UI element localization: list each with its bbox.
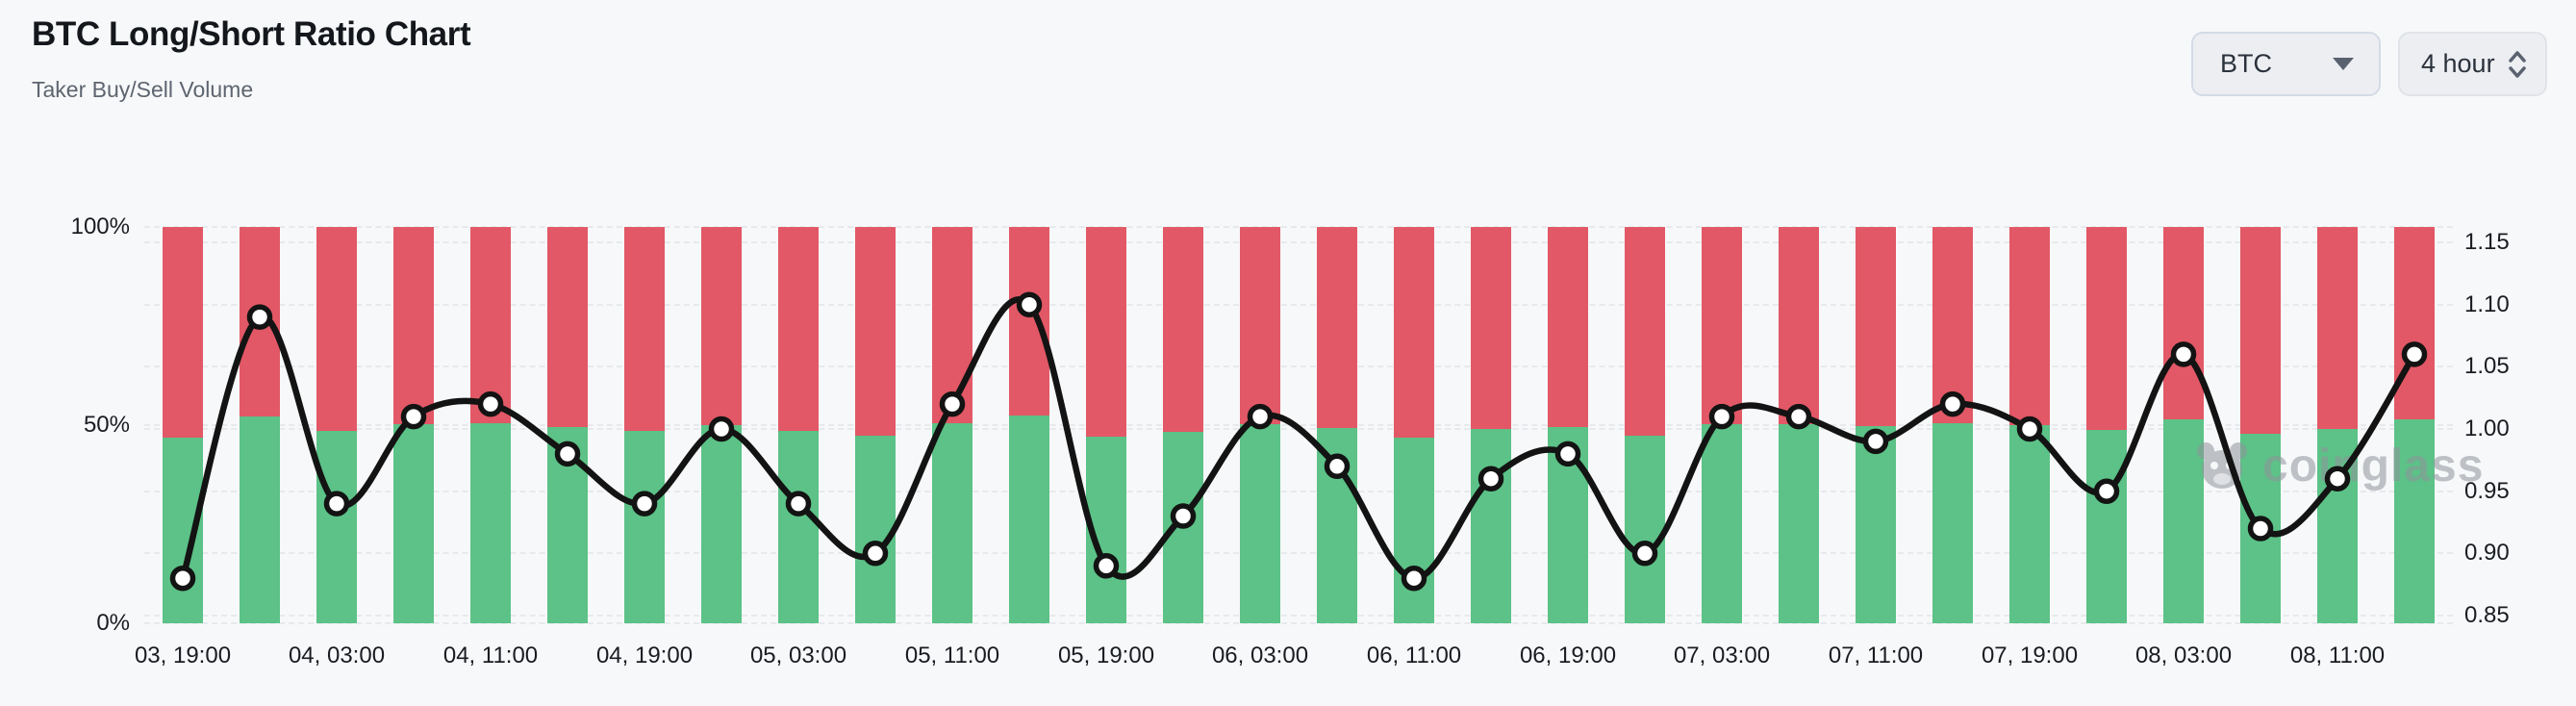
up-down-chevrons-icon — [2505, 48, 2530, 81]
page-subtitle: Taker Buy/Sell Volume — [32, 77, 254, 102]
short-volume-bar[interactable] — [1240, 227, 1280, 425]
short-volume-bar[interactable] — [624, 227, 665, 432]
short-volume-bar[interactable] — [547, 227, 588, 428]
x-axis-tick-label: 08, 11:00 — [2289, 643, 2386, 668]
long-volume-bar[interactable] — [624, 431, 665, 623]
short-volume-bar[interactable] — [1471, 227, 1511, 430]
x-axis-tick-label: 05, 03:00 — [749, 643, 847, 668]
left-axis-tick-label: 100% — [70, 214, 130, 240]
left-axis-tick-label: 0% — [96, 610, 130, 636]
x-axis-tick-label: 07, 11:00 — [1828, 643, 1924, 668]
long-volume-bar[interactable] — [1086, 436, 1126, 623]
x-axis-tick-label: 04, 19:00 — [595, 643, 694, 668]
right-axis-tick-label: 0.95 — [2464, 477, 2510, 504]
long-volume-bar[interactable] — [2009, 425, 2050, 623]
short-volume-bar[interactable] — [2394, 227, 2435, 419]
long-volume-bar[interactable] — [701, 425, 742, 623]
long-volume-bar[interactable] — [470, 422, 511, 623]
short-volume-bar[interactable] — [855, 227, 896, 436]
coinglass-bull-icon — [2197, 442, 2247, 489]
long-volume-bar[interactable] — [1932, 422, 1973, 623]
watermark: coinglass — [2195, 436, 2484, 495]
short-volume-bar[interactable] — [393, 227, 434, 425]
short-volume-bar[interactable] — [1086, 227, 1126, 437]
long-volume-bar[interactable] — [778, 431, 819, 623]
right-axis-tick-label: 1.15 — [2464, 229, 2510, 255]
long-volume-bar[interactable] — [2086, 430, 2127, 623]
long-volume-bar[interactable] — [316, 431, 357, 623]
short-volume-bar[interactable] — [1856, 227, 1896, 427]
right-axis-tick-label: 0.85 — [2464, 602, 2510, 628]
long-volume-bar[interactable] — [1625, 435, 1665, 623]
long-volume-bar[interactable] — [163, 438, 203, 623]
short-volume-bar[interactable] — [2009, 227, 2050, 425]
long-volume-bar[interactable] — [393, 424, 434, 623]
interval-dropdown-value: 4 hour — [2421, 49, 2495, 78]
long-volume-bar[interactable] — [1317, 428, 1357, 623]
short-volume-bar[interactable] — [1163, 227, 1203, 433]
right-axis-tick-label: 1.05 — [2464, 353, 2510, 380]
short-volume-bar[interactable] — [163, 227, 203, 439]
short-volume-bar[interactable] — [1702, 227, 1742, 425]
short-volume-bar[interactable] — [2317, 227, 2358, 430]
long-volume-bar[interactable] — [1240, 424, 1280, 623]
gridline — [144, 226, 2453, 228]
symbol-dropdown-value: BTC — [2220, 49, 2272, 78]
gridline — [144, 241, 2453, 243]
interval-dropdown[interactable]: 4 hour — [2398, 32, 2547, 96]
long-volume-bar[interactable] — [1702, 424, 1742, 623]
x-axis-tick-label: 07, 03:00 — [1673, 643, 1771, 668]
watermark-text: coinglass — [2262, 440, 2485, 492]
short-volume-bar[interactable] — [701, 227, 742, 425]
x-axis-tick-label: 08, 03:00 — [2134, 643, 2233, 668]
symbol-dropdown[interactable]: BTC — [2191, 32, 2381, 96]
short-volume-bar[interactable] — [1394, 227, 1434, 439]
short-volume-bar[interactable] — [1625, 227, 1665, 436]
short-volume-bar[interactable] — [1548, 227, 1588, 428]
x-axis-tick-label: 05, 11:00 — [904, 643, 1000, 668]
short-volume-bar[interactable] — [2086, 227, 2127, 431]
long-volume-bar[interactable] — [1163, 432, 1203, 623]
x-axis-tick-label: 04, 11:00 — [442, 643, 539, 668]
short-volume-bar[interactable] — [778, 227, 819, 432]
x-axis-tick-label: 06, 11:00 — [1366, 643, 1462, 668]
x-axis-tick-label: 04, 03:00 — [288, 643, 386, 668]
long-volume-bar[interactable] — [547, 427, 588, 623]
short-volume-bar[interactable] — [932, 227, 972, 423]
short-volume-bar[interactable] — [1317, 227, 1357, 429]
right-axis-tick-label: 1.10 — [2464, 290, 2510, 317]
long-volume-bar[interactable] — [1009, 416, 1049, 623]
ratio-line — [179, 296, 2417, 582]
long-volume-bar[interactable] — [932, 422, 972, 623]
long-volume-bar[interactable] — [1471, 429, 1511, 623]
long-volume-bar[interactable] — [1856, 426, 1896, 623]
short-volume-bar[interactable] — [470, 227, 511, 423]
right-axis-tick-label: 0.90 — [2464, 540, 2510, 567]
page-title: BTC Long/Short Ratio Chart — [32, 15, 471, 53]
x-axis-tick-label: 06, 03:00 — [1211, 643, 1309, 668]
x-axis-tick-label: 06, 19:00 — [1519, 643, 1617, 668]
short-volume-bar[interactable] — [2240, 227, 2281, 434]
gridline — [144, 622, 2453, 624]
x-axis-tick-label: 07, 19:00 — [1981, 643, 2079, 668]
long-volume-bar[interactable] — [855, 435, 896, 623]
long-volume-bar[interactable] — [1779, 424, 1819, 623]
short-volume-bar[interactable] — [2163, 227, 2204, 419]
left-axis-tick-label: 50% — [83, 412, 130, 438]
long-volume-bar[interactable] — [1394, 438, 1434, 623]
short-volume-bar[interactable] — [1932, 227, 1973, 423]
right-axis-tick-label: 1.00 — [2464, 416, 2510, 441]
gridline — [144, 615, 2453, 617]
x-axis-tick-label: 03, 19:00 — [134, 643, 232, 668]
short-volume-bar[interactable] — [240, 227, 280, 416]
long-volume-bar[interactable] — [240, 416, 280, 623]
short-volume-bar[interactable] — [1009, 227, 1049, 416]
caret-down-icon — [2333, 58, 2354, 70]
short-volume-bar[interactable] — [316, 227, 357, 432]
long-volume-bar[interactable] — [1548, 427, 1588, 623]
short-volume-bar[interactable] — [1779, 227, 1819, 425]
x-axis-tick-label: 05, 19:00 — [1057, 643, 1155, 668]
